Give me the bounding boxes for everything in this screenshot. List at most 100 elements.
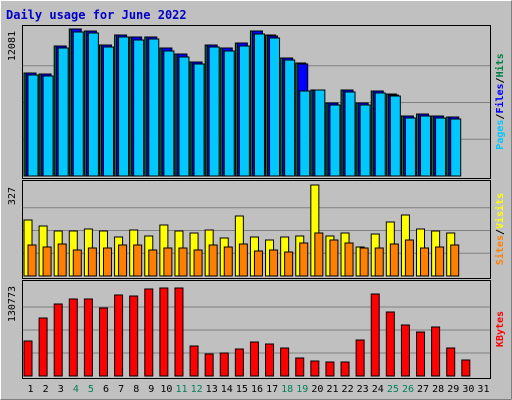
bar-sites-day-24 [374,247,384,277]
bar-kbytes-day-1 [23,340,33,377]
day-label-25: 25 [387,384,399,395]
bar-pages-day-25 [389,95,401,177]
day-label-10: 10 [160,384,172,395]
bar-sites-day-29 [450,244,460,277]
bar-kbytes-day-24 [370,293,380,377]
day-label-27: 27 [417,384,429,395]
day-label-5: 5 [88,384,94,395]
max-label-hits-files-pages: 12081 [7,31,18,61]
bar-sites-day-19 [299,242,309,277]
bar-sites-day-3 [57,243,67,277]
bar-pages-day-19 [299,90,311,177]
max-label-visits-sites: 327 [7,187,18,205]
day-label-1: 1 [28,384,34,395]
day-label-29: 29 [447,384,459,395]
bar-pages-day-7 [118,36,130,177]
bar-kbytes-day-26 [400,324,410,377]
bar-pages-day-27 [420,115,432,177]
bar-pages-day-12 [193,63,205,177]
bar-pages-day-23 [359,104,371,177]
bar-kbytes-day-18 [280,347,290,377]
max-label-kbytes: 130773 [7,286,18,322]
bar-pages-day-16 [253,33,265,177]
legend-item-visits: Visits [494,193,506,229]
bar-kbytes-day-21 [325,361,335,377]
bar-kbytes-day-7 [114,294,124,377]
bar-kbytes-day-20 [310,360,320,377]
bar-kbytes-day-30 [461,359,471,377]
day-label-6: 6 [103,384,109,395]
bar-sites-day-2 [42,246,52,277]
legend-item-pages: Pages [495,120,506,150]
day-label-26: 26 [402,384,414,395]
bar-sites-day-10 [163,247,173,277]
day-label-15: 15 [236,384,248,395]
bar-pages-day-24 [374,92,386,177]
day-label-21: 21 [326,384,338,395]
bar-pages-day-4 [72,31,84,177]
legend-item-files: Files [494,83,506,113]
bar-kbytes-day-25 [385,311,395,377]
bar-kbytes-day-11 [174,287,184,377]
bar-pages-day-13 [208,46,220,177]
bar-pages-day-18 [284,59,296,177]
bar-sites-day-16 [253,250,263,277]
bar-sites-day-6 [102,247,112,277]
bar-sites-day-23 [359,247,369,277]
bar-kbytes-day-2 [38,317,48,377]
bar-sites-day-12 [193,249,203,277]
bar-kbytes-day-3 [53,303,63,377]
day-label-24: 24 [372,384,384,395]
bar-sites-day-22 [344,242,354,277]
day-label-23: 23 [357,384,369,395]
bar-kbytes-day-27 [416,331,426,377]
bar-kbytes-day-23 [355,339,365,377]
bar-pages-day-2 [42,75,54,177]
bar-pages-day-21 [329,104,341,177]
legend-item-kbytes: KBytes [495,311,506,347]
bar-pages-day-10 [163,50,175,177]
bar-kbytes-day-4 [68,298,78,377]
bar-sites-day-11 [178,247,188,277]
bar-sites-day-18 [284,251,294,277]
day-label-11: 11 [175,384,187,395]
bar-kbytes-day-14 [219,352,229,377]
bar-sites-day-21 [329,239,339,277]
day-label-13: 13 [206,384,218,395]
day-label-31: 31 [477,384,489,395]
day-label-20: 20 [311,384,323,395]
day-label-28: 28 [432,384,444,395]
bar-kbytes-day-13 [204,353,214,377]
bar-kbytes-day-19 [295,357,305,377]
bar-kbytes-day-29 [446,347,456,377]
bar-sites-day-9 [148,249,158,277]
day-label-8: 8 [133,384,139,395]
bar-sites-day-14 [223,246,233,277]
bar-pages-day-26 [404,117,416,177]
day-label-18: 18 [281,384,293,395]
day-label-22: 22 [342,384,354,395]
bar-pages-day-29 [450,118,462,177]
bar-sites-day-5 [87,247,97,277]
bar-sites-day-1 [27,244,37,277]
day-label-14: 14 [221,384,233,395]
bar-sites-day-4 [72,249,82,277]
bar-kbytes-day-10 [159,287,169,377]
bar-pages-day-28 [435,117,447,177]
bar-kbytes-day-15 [234,348,244,377]
bar-pages-day-22 [344,91,356,177]
bar-sites-day-17 [269,249,279,277]
bar-sites-day-13 [208,244,218,277]
day-label-7: 7 [118,384,124,395]
bar-pages-day-20 [314,89,326,177]
bar-kbytes-day-12 [189,345,199,377]
legend-kbytes: KBytes [495,311,506,347]
bar-sites-day-26 [404,239,414,277]
bar-kbytes-day-16 [249,341,259,377]
bar-kbytes-day-9 [144,288,154,377]
bar-pages-day-8 [133,39,145,177]
day-label-4: 4 [73,384,79,395]
day-label-2: 2 [43,384,49,395]
